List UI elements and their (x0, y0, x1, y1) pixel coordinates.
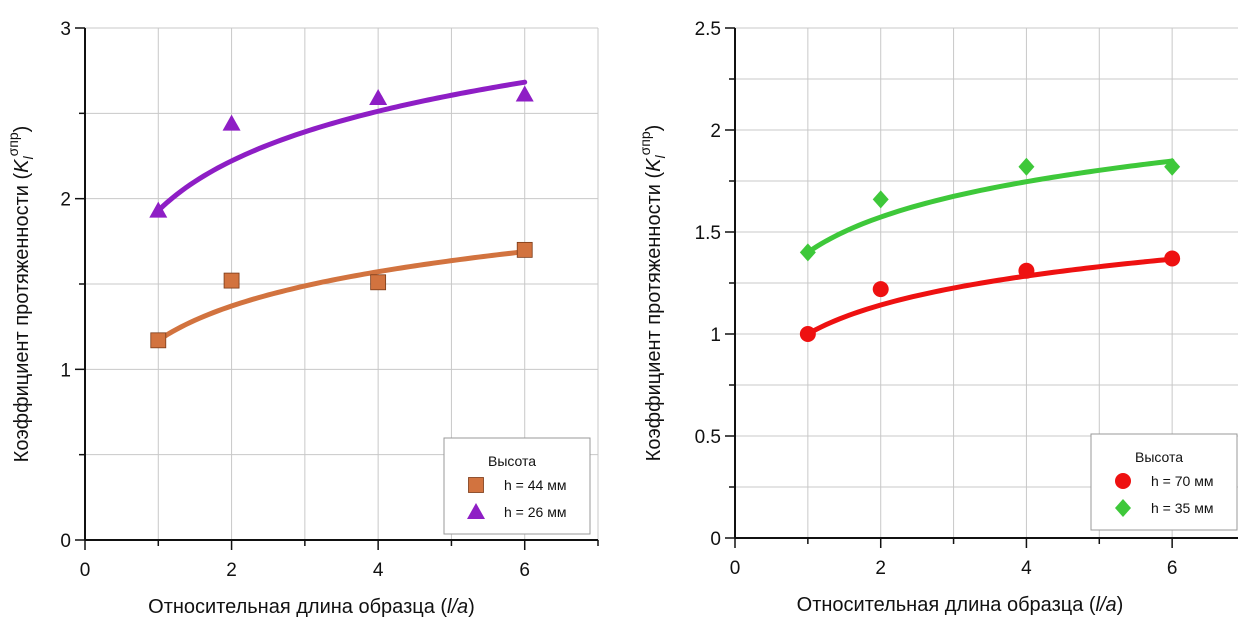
y-tick-label: 1 (60, 360, 71, 381)
data-point (799, 326, 816, 342)
chart-1: 0 2 4 6 0 1 2 3 Относительная длина образца (l/a… (5, 19, 599, 617)
x-axis-label: Относительная длина образца (l/a) (797, 594, 1124, 616)
fit-line (155, 249, 528, 343)
x-tick-label: 0 (80, 560, 91, 581)
fit-line (155, 79, 528, 214)
y-tick-label: 2 (60, 190, 71, 211)
y-tick-label: 1 (710, 325, 721, 346)
data-point (872, 281, 889, 298)
data-point (370, 274, 387, 291)
chart-2: 0 2 4 6 0 0.5 1 1.5 2 2.5 Относительная длина обра… (637, 19, 1238, 616)
x-tick-label: 2 (226, 560, 237, 581)
x-tick-label: 0 (730, 558, 741, 579)
series-2 (149, 79, 534, 218)
y-tick-label: 1.5 (695, 223, 721, 244)
legend: Высота h = 44 мм h = 26 мм (443, 437, 591, 535)
y-tick-label: 0.5 (695, 427, 721, 448)
data-point (1018, 262, 1035, 279)
legend-marker (468, 477, 484, 493)
data-point (872, 190, 889, 209)
data-point (1164, 157, 1181, 176)
legend-label: h = 35 мм (1151, 500, 1213, 516)
data-point (369, 88, 388, 105)
x-tick-label: 6 (1167, 558, 1178, 579)
data-point (516, 241, 533, 258)
legend-marker (467, 503, 485, 519)
series-1 (150, 241, 533, 349)
data-point (799, 243, 816, 262)
x-tick-label: 4 (373, 560, 384, 581)
fit-line (805, 256, 1175, 337)
fit-line (805, 158, 1175, 255)
x-tick-label: 4 (1021, 558, 1032, 579)
y-tick-label: 2 (710, 121, 721, 142)
x-axis-label: Относительная длина образца (l/a) (148, 596, 475, 617)
series-1 (799, 250, 1181, 342)
series-2 (799, 157, 1181, 262)
legend-title: Высота (1135, 449, 1183, 465)
data-point (1164, 250, 1181, 267)
legend: Высота h = 70 мм h = 35 мм (1090, 433, 1238, 531)
legend-title: Высота (488, 453, 536, 469)
legend-marker (1115, 499, 1131, 517)
y-tick-label: 0 (710, 529, 721, 550)
y-axis-label: Коэффициент протяженности (Klσпр) (637, 125, 668, 462)
legend-label: h = 26 мм (504, 504, 566, 520)
data-point (149, 201, 168, 218)
data-point (223, 272, 240, 289)
y-axis-label: Коэффициент протяженности (Klσпр) (5, 126, 36, 463)
legend-label: h = 44 мм (504, 477, 566, 493)
legend-marker (1115, 473, 1131, 489)
y-tick-label: 2.5 (695, 19, 721, 40)
data-point (150, 332, 167, 349)
data-point (1018, 157, 1035, 176)
y-tick-label: 0 (60, 531, 71, 552)
x-tick-label: 2 (875, 558, 886, 579)
y-tick-label: 3 (60, 19, 71, 40)
data-point (222, 114, 241, 131)
x-tick-label: 6 (519, 560, 530, 581)
data-point (515, 85, 534, 102)
legend-label: h = 70 мм (1151, 473, 1213, 489)
